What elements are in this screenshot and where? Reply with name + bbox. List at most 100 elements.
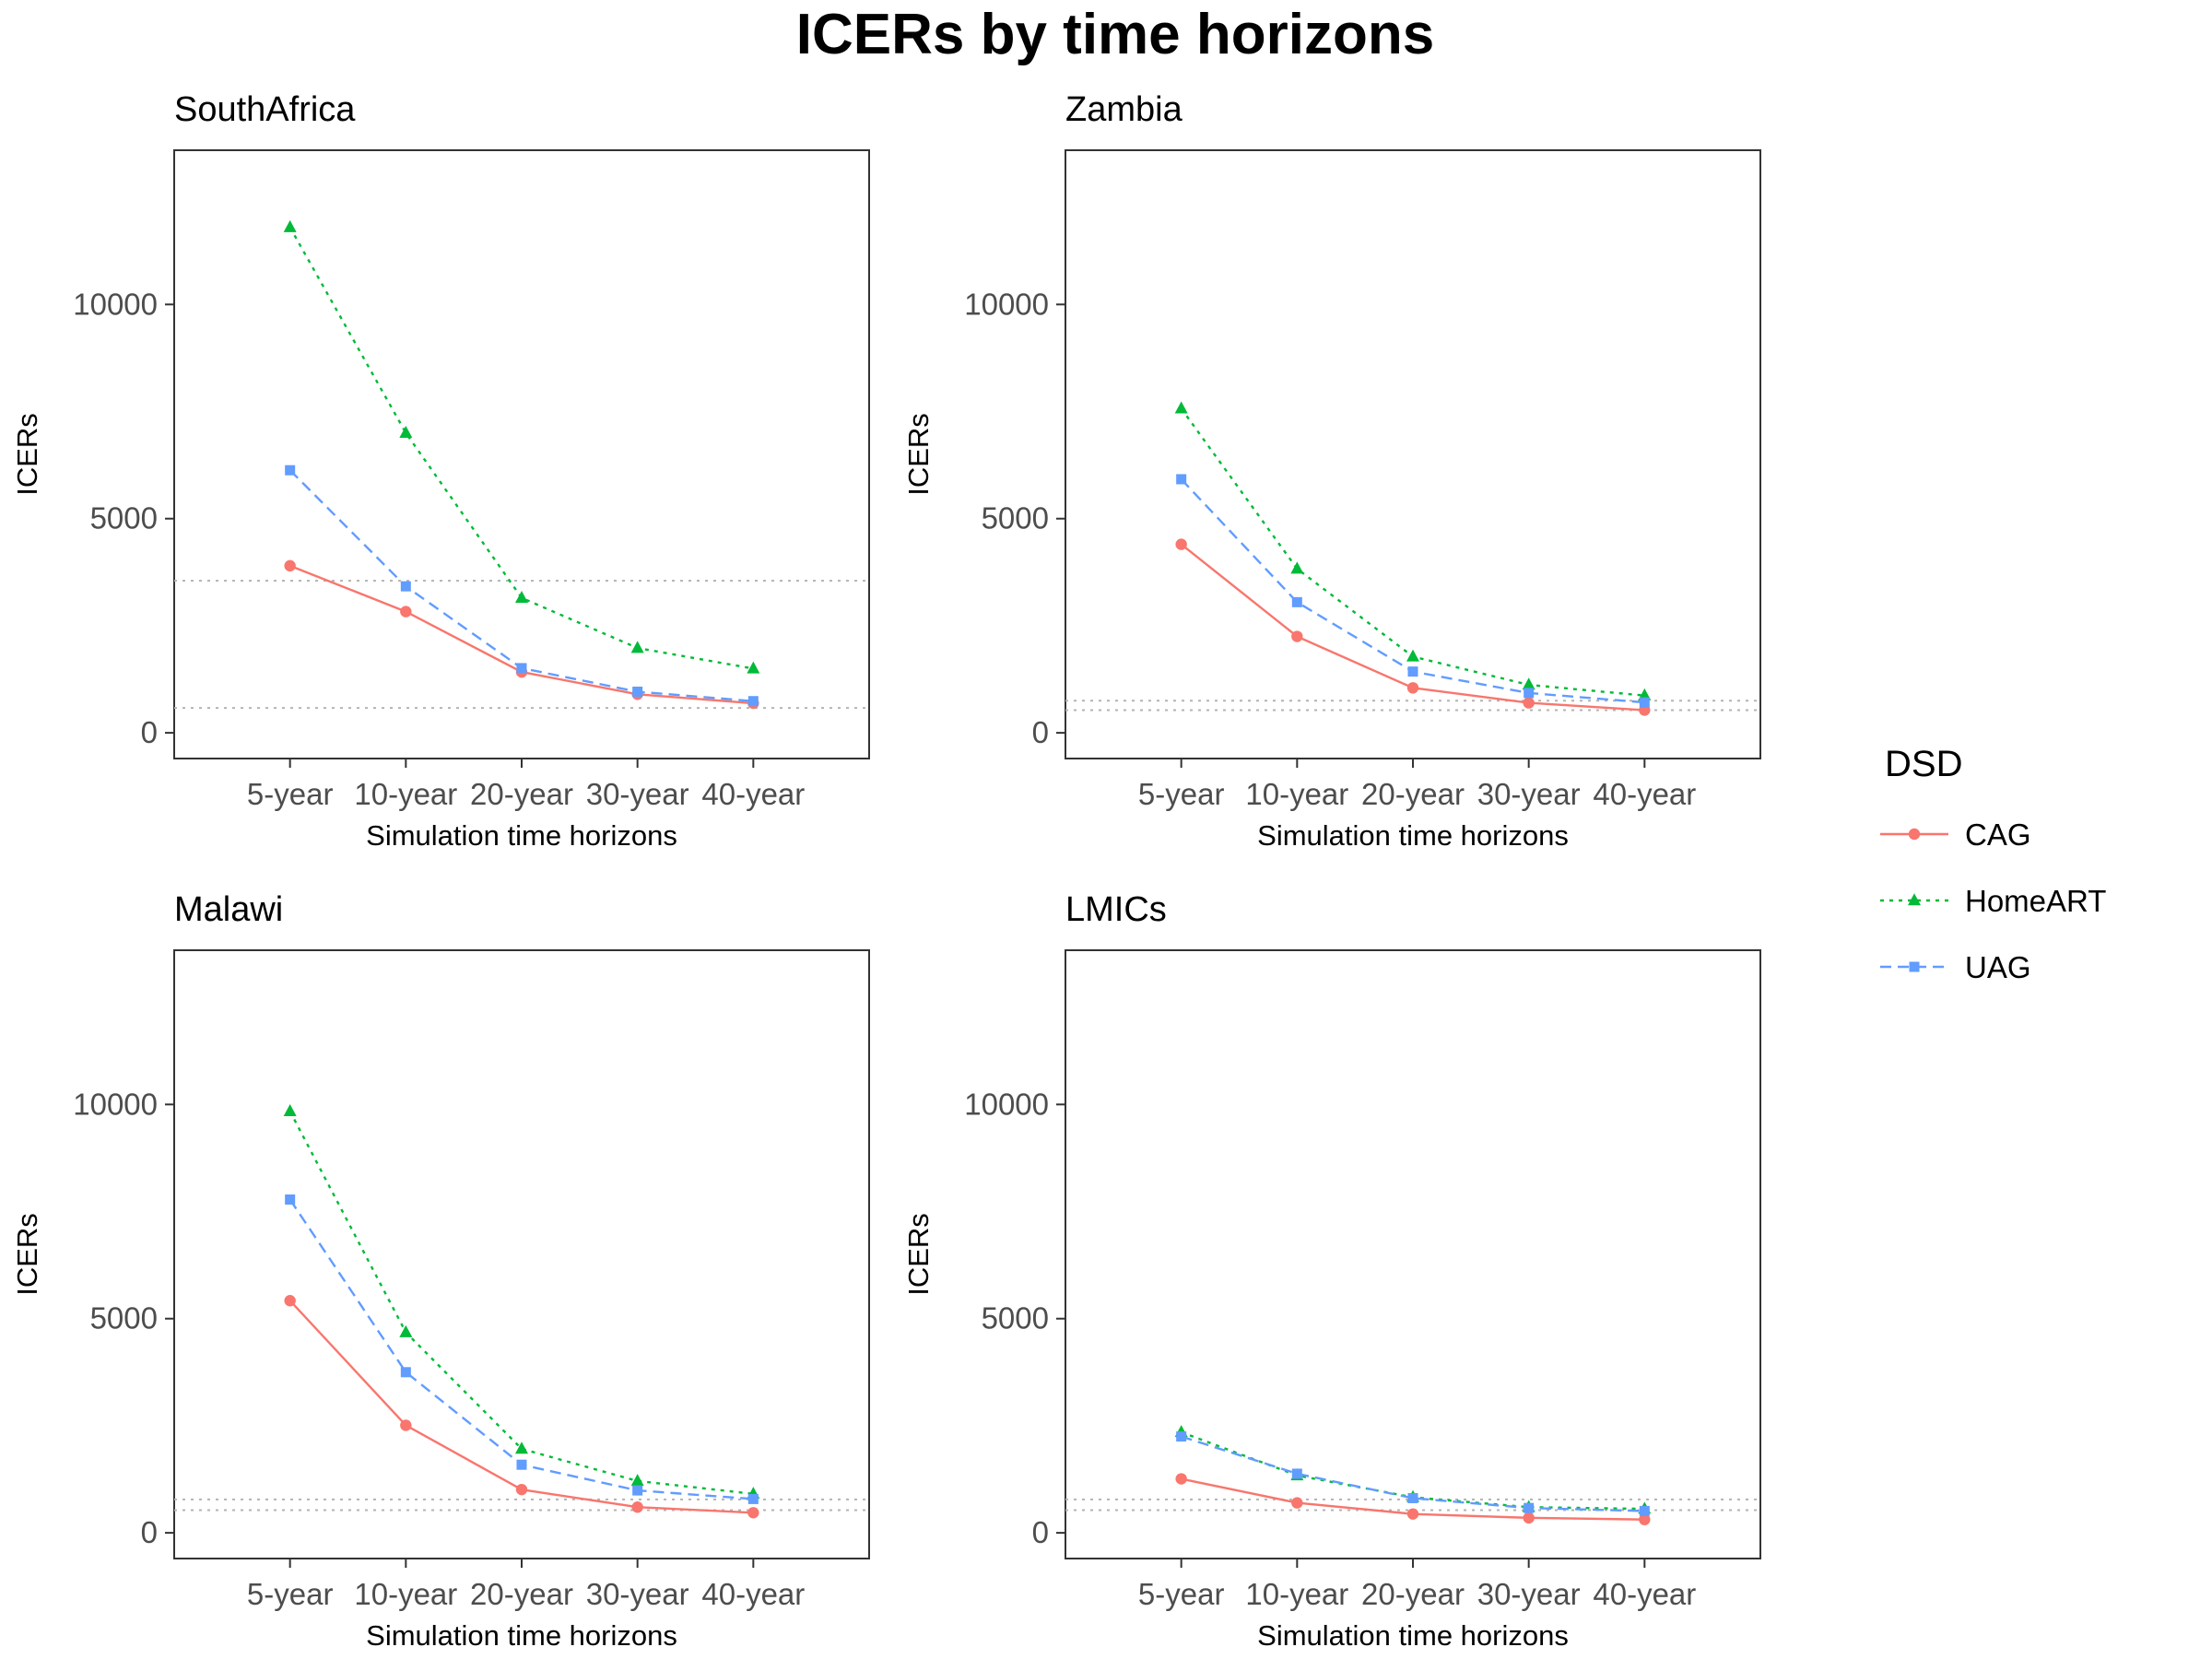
data-point — [1291, 1468, 1302, 1479]
x-tick-label: 20-year — [470, 1577, 573, 1611]
x-tick-label: 10-year — [354, 777, 457, 811]
x-tick-label: 5-year — [247, 777, 334, 811]
x-tick-label: 40-year — [701, 777, 805, 811]
data-point — [630, 641, 644, 653]
data-point — [1291, 1497, 1303, 1509]
x-tick-label: 5-year — [1138, 1577, 1225, 1611]
x-tick-label: 30-year — [586, 1577, 689, 1611]
data-point — [747, 696, 759, 707]
y-tick-label: 5000 — [90, 501, 158, 535]
data-point — [1290, 561, 1304, 574]
series-cag — [284, 559, 759, 710]
y-axis-label: ICERs — [902, 413, 935, 496]
x-axis-label: Simulation time horizons — [1257, 819, 1569, 852]
series-line — [288, 227, 754, 670]
y-axis-label: ICERs — [902, 1213, 935, 1296]
series-homeart — [283, 219, 760, 674]
data-point — [400, 1419, 412, 1431]
panel-southafrica: SouthAfrica 0 5000 10000 5-year 10-year 20-yea… — [11, 90, 870, 852]
data-point — [1175, 538, 1187, 550]
x-tick-label: 30-year — [1477, 777, 1581, 811]
data-point — [1175, 1473, 1187, 1485]
legend-item-homeart: HomeART — [1880, 884, 2106, 918]
x-tick-label: 20-year — [1361, 1577, 1465, 1611]
series-cag — [1175, 538, 1651, 716]
data-point — [516, 1459, 527, 1470]
legend-key-marker — [1908, 828, 1921, 841]
panel-title: LMICs — [1065, 890, 1167, 929]
data-point — [1523, 1512, 1535, 1524]
data-point — [1406, 1508, 1419, 1520]
data-point — [1174, 401, 1188, 414]
panel-title: Zambia — [1065, 90, 1183, 129]
x-tick-label: 10-year — [354, 1577, 457, 1611]
data-point — [1291, 596, 1302, 607]
y-tick-label: 0 — [1032, 1515, 1049, 1549]
data-point — [1639, 697, 1650, 708]
y-axis-label: ICERs — [11, 413, 43, 496]
data-point — [1407, 1492, 1418, 1503]
data-point — [632, 686, 643, 697]
series-line — [289, 564, 754, 705]
data-point — [1524, 1502, 1535, 1513]
series-line — [1181, 1435, 1645, 1512]
chart-title: ICERs by time horizons — [796, 3, 1434, 66]
data-point — [1291, 630, 1303, 642]
series-cag — [284, 1294, 759, 1519]
x-tick-label: 30-year — [1477, 1577, 1581, 1611]
series-line — [288, 1111, 754, 1496]
x-axis-label: Simulation time horizons — [1257, 1619, 1569, 1652]
data-point — [515, 1441, 528, 1454]
x-tick-label: 20-year — [470, 777, 573, 811]
data-point — [399, 1324, 413, 1337]
data-point — [285, 465, 296, 476]
data-point — [515, 590, 528, 603]
series-line — [288, 1300, 754, 1514]
data-point — [1522, 677, 1535, 690]
data-point — [1176, 1431, 1187, 1442]
x-tick-label: 30-year — [586, 777, 689, 811]
series-uag — [1176, 474, 1650, 708]
data-point — [284, 1294, 296, 1307]
data-point — [747, 1507, 759, 1519]
panel-malawi: Malawi 0 5000 10000 5-year 10-year 20-year 30-y… — [11, 890, 870, 1652]
data-point — [399, 426, 413, 439]
panel-title: Malawi — [174, 890, 283, 929]
series-homeart — [283, 1104, 760, 1500]
data-point — [516, 663, 527, 674]
data-point — [747, 1493, 759, 1504]
panel-frame — [1065, 949, 1761, 1559]
y-tick-label: 5000 — [982, 1301, 1049, 1335]
x-tick-label: 40-year — [1593, 1577, 1696, 1611]
legend-item-uag: UAG — [1880, 950, 2031, 984]
data-point — [400, 1367, 411, 1378]
data-point — [283, 1104, 297, 1117]
data-point — [1524, 688, 1535, 699]
legend-label: HomeART — [1965, 884, 2106, 918]
series-homeart — [1174, 401, 1652, 700]
data-point — [1639, 1513, 1651, 1525]
y-tick-label: 10000 — [964, 287, 1049, 321]
data-point — [1406, 682, 1419, 694]
x-tick-label: 40-year — [1593, 777, 1696, 811]
x-tick-label: 5-year — [1138, 777, 1225, 811]
y-axis-label: ICERs — [11, 1213, 43, 1296]
y-tick-label: 5000 — [90, 1301, 158, 1335]
x-tick-label: 10-year — [1245, 1577, 1348, 1611]
legend-item-cag: CAG — [1880, 818, 2031, 852]
panel-title: SouthAfrica — [174, 90, 356, 129]
data-point — [1523, 697, 1535, 709]
data-point — [1406, 649, 1419, 662]
y-tick-label: 10000 — [964, 1087, 1049, 1121]
data-point — [400, 606, 412, 618]
x-tick-label: 40-year — [701, 1577, 805, 1611]
data-point — [1639, 1505, 1650, 1516]
series-uag — [285, 465, 759, 707]
x-axis-label: Simulation time horizons — [366, 819, 677, 852]
panel-lmics: LMICs 0 5000 10000 5-year 10-year 20-year 30-ye… — [902, 890, 1761, 1652]
x-tick-label: 10-year — [1245, 777, 1348, 811]
data-point — [1176, 474, 1187, 485]
legend: DSD CAG HomeART UAG — [1880, 744, 2106, 984]
y-tick-label: 10000 — [73, 287, 158, 321]
series-uag — [1176, 1431, 1650, 1516]
